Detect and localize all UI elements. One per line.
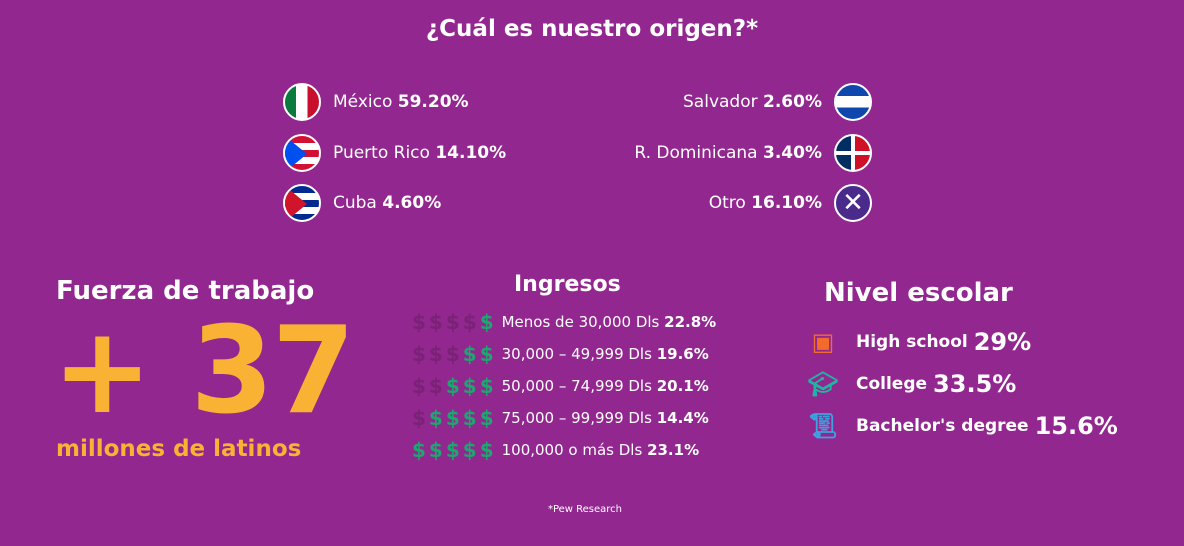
origin-cuba: Cuba 4.60% (283, 183, 441, 223)
origin-mexico: México 59.20% (283, 82, 469, 122)
income-label: Menos de 30,000 Dls (501, 313, 660, 331)
education-title: Nivel escolar (824, 278, 1013, 308)
dollar-icon: $ (412, 374, 426, 398)
income-pct: 14.4% (656, 409, 709, 427)
origin-text: R. Dominicana 3.40% (634, 143, 822, 163)
origin-text: México 59.20% (333, 92, 469, 112)
dollar-icon: $ (412, 438, 426, 462)
dollar-icon: $ (428, 374, 443, 398)
dominican-flag-icon (834, 134, 872, 172)
origin-text: Puerto Rico 14.10% (333, 143, 506, 163)
origin-text: Cuba 4.60% (333, 193, 441, 213)
income-label: 30,000 – 49,999 Dls (501, 345, 652, 363)
mexico-flag-icon (283, 83, 321, 121)
backpack-icon: ▣ (811, 328, 835, 356)
other-x-icon: ✕ (834, 184, 872, 222)
income-label: 75,000 – 99,999 Dls (501, 409, 652, 427)
dollar-icon: $ (462, 310, 477, 334)
income-row: $ $ $ $ $ Menos de 30,000 Dls 22.8% (412, 310, 716, 334)
origin-otro: Otro 16.10% ✕ (709, 183, 872, 223)
workforce-subtitle: millones de latinos (56, 436, 302, 462)
dollar-icon: $ (462, 342, 477, 366)
income-row: $ $ $ $ $100,000 o más Dls 23.1% (412, 438, 699, 462)
edu-pct: 29% (973, 328, 1032, 356)
edu-high-school: ▣ High school 29% (806, 328, 1032, 356)
origin-name: Salvador (683, 92, 758, 112)
income-row: $ $ $ $ $50,000 – 74,999 Dls 20.1% (412, 374, 709, 398)
dollar-icons: $ $ $ $ $ (412, 342, 494, 366)
income-pct: 22.8% (664, 313, 717, 331)
dollar-icon: $ (412, 310, 426, 334)
dollar-icons: $ $ $ $ $ (412, 406, 494, 430)
dollar-icons: $ $ $ $ $ (412, 438, 494, 462)
income-pct: 19.6% (656, 345, 709, 363)
origin-pct: 16.10% (751, 193, 822, 213)
dollar-icon: $ (479, 374, 494, 398)
dollar-icon: $ (462, 438, 477, 462)
income-pct: 20.1% (656, 377, 709, 395)
dollar-icon: $ (445, 342, 460, 366)
dollar-icon: $ (479, 310, 494, 334)
dollar-icon: $ (445, 406, 460, 430)
dollar-icon: $ (479, 342, 494, 366)
edu-label: Bachelor's degree (856, 416, 1029, 436)
edu-college: 🎓︎ College 33.5% (806, 370, 1017, 398)
income-row: $ $ $ $ $75,000 – 99,999 Dls 14.4% (412, 406, 709, 430)
dollar-icon: $ (428, 438, 443, 462)
dollar-icon: $ (412, 406, 426, 430)
cuba-flag-icon (283, 184, 321, 222)
origin-dominicana: R. Dominicana 3.40% (634, 133, 872, 173)
source-note: *Pew Research (547, 504, 623, 515)
origin-name: México (333, 92, 393, 112)
origin-pct: 59.20% (397, 92, 469, 112)
dollar-icon: $ (428, 310, 443, 334)
origin-name: Cuba (333, 193, 377, 213)
origin-name: Otro (708, 193, 746, 213)
dollar-icon: $ (462, 406, 477, 430)
origin-pct: 2.60% (763, 92, 822, 112)
dollar-icon: $ (445, 310, 460, 334)
workforce-number: + 37 (52, 302, 355, 441)
dollar-icon: $ (479, 438, 494, 462)
edu-label: High school (856, 332, 968, 352)
edu-pct: 15.6% (1034, 412, 1118, 440)
dollar-icons: $ $ $ $ $ (412, 310, 494, 334)
origin-pct: 3.40% (763, 143, 822, 163)
origin-pct: 4.60% (382, 193, 442, 213)
dollar-icon: $ (412, 342, 426, 366)
dollar-icon: $ (445, 374, 460, 398)
origin-name: R. Dominicana (634, 143, 758, 163)
edu-label: College (856, 374, 928, 394)
dollar-icon: $ (445, 438, 460, 462)
dollar-icon: $ (462, 374, 477, 398)
edu-pct: 33.5% (933, 370, 1017, 398)
page-title: ¿Cuál es nuestro origen?* (425, 16, 759, 42)
diploma-icon: 📜︎ (807, 412, 839, 440)
income-label: 100,000 o más Dls (501, 441, 643, 459)
dollar-icon: $ (479, 406, 494, 430)
income-pct: 23.1% (647, 441, 700, 459)
income-label: 50,000 – 74,999 Dls (501, 377, 652, 395)
workforce-title: Fuerza de trabajo (56, 276, 315, 306)
origin-name: Puerto Rico (333, 143, 430, 163)
origin-puerto-rico: Puerto Rico 14.10% (283, 133, 506, 173)
dollar-icon: $ (428, 342, 443, 366)
dollar-icons: $ $ $ $ $ (412, 374, 494, 398)
graduation-cap-icon: 🎓︎ (807, 370, 839, 398)
income-title: Ingresos (514, 272, 621, 297)
origin-pct: 14.10% (435, 143, 507, 163)
origin-text: Salvador 2.60% (683, 92, 822, 112)
puerto-rico-flag-icon (283, 134, 321, 172)
edu-bachelor: 📜︎ Bachelor's degree 15.6% (806, 412, 1118, 440)
dollar-icon: $ (428, 406, 443, 430)
income-row: $ $ $ $ $30,000 – 49,999 Dls 19.6% (412, 342, 709, 366)
origin-salvador: Salvador 2.60% (683, 82, 872, 122)
origin-text: Otro 16.10% (709, 193, 822, 213)
salvador-flag-icon (834, 83, 872, 121)
